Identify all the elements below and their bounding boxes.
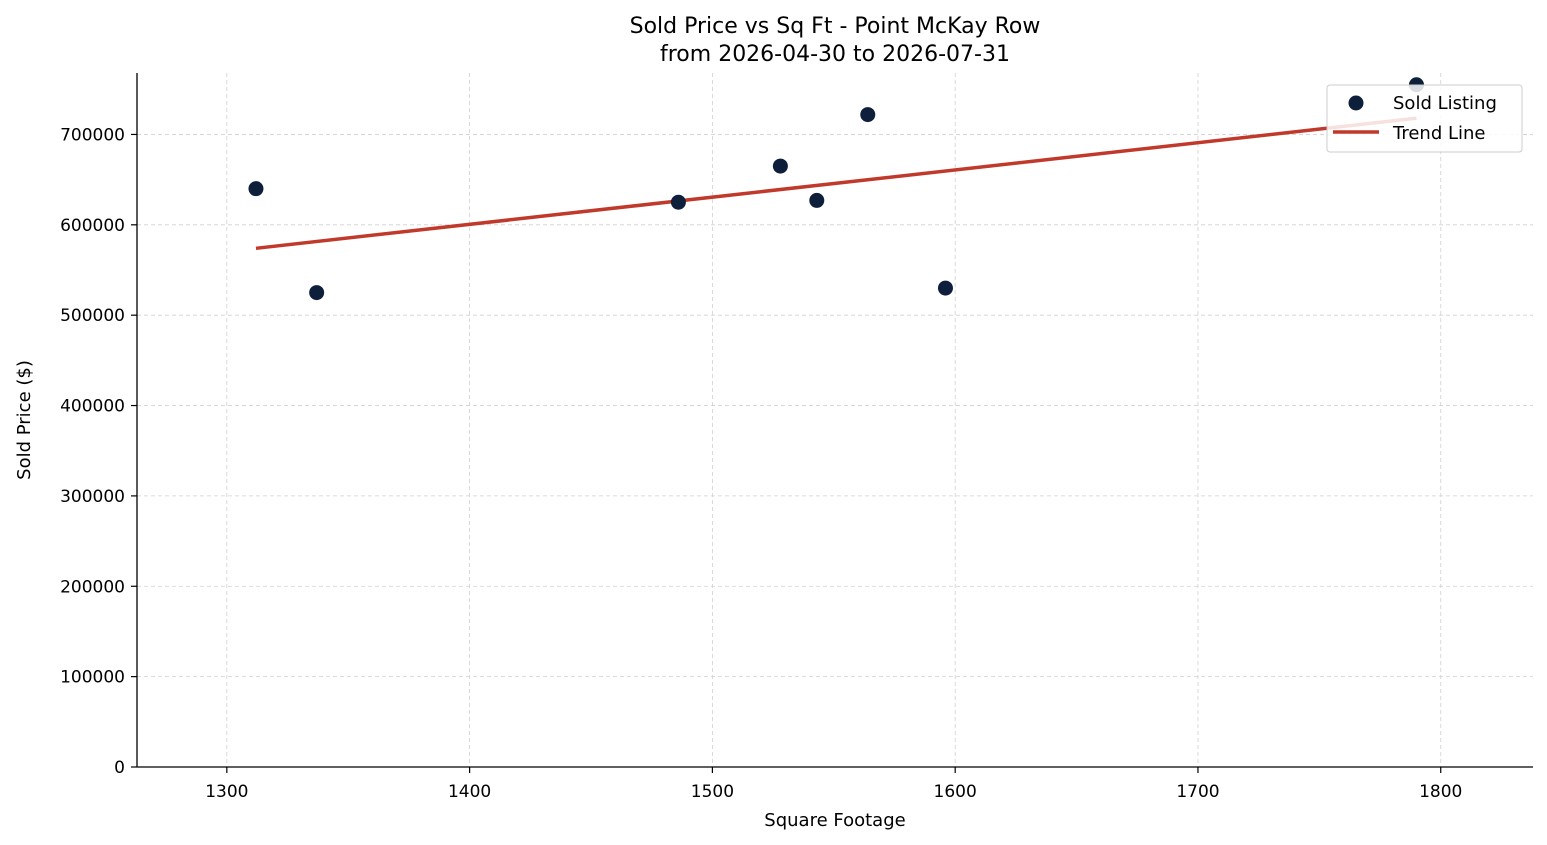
y-tick-label: 700000 (60, 125, 125, 145)
data-point (809, 192, 825, 208)
series-layer (248, 77, 1424, 301)
data-point (772, 158, 788, 174)
y-tick-label: 200000 (60, 577, 125, 597)
x-tick-label: 1400 (448, 782, 491, 802)
y-tick-label: 100000 (60, 668, 125, 688)
legend-marker-sold-listing (1348, 95, 1364, 111)
legend-box (1326, 84, 1523, 153)
grid (137, 73, 1533, 767)
x-tick-label: 1300 (205, 782, 248, 802)
y-tick-label: 500000 (60, 306, 125, 326)
x-tick-label: 1500 (691, 782, 734, 802)
data-point (248, 181, 264, 197)
trend-line (255, 116, 1417, 251)
y-tick-label: 400000 (60, 397, 125, 417)
data-point (860, 107, 876, 123)
x-tick-label: 1700 (1176, 782, 1219, 802)
y-tick-label: 600000 (60, 216, 125, 236)
ticks: 1300 1400 1500 1600 1700 1800 0 100000 200000 300… (60, 125, 1462, 802)
chart-title: Sold Price vs Sq Ft - Point McKay Row (630, 14, 1041, 39)
x-tick-label: 1600 (934, 782, 977, 802)
data-point (937, 280, 953, 296)
chart-subtitle: from 2026-04-30 to 2026-07-31 (660, 42, 1010, 67)
x-tick-label: 1800 (1419, 782, 1462, 802)
axes (136, 73, 1533, 768)
legend-label-trend-line: Trend Line (1392, 123, 1486, 144)
legend: Sold Listing Trend Line (1326, 84, 1523, 153)
y-tick-label: 300000 (60, 487, 125, 507)
x-axis-label: Square Footage (764, 810, 905, 831)
data-point (670, 194, 686, 210)
data-point (309, 285, 325, 301)
legend-label-sold-listing: Sold Listing (1393, 93, 1497, 114)
y-axis-label: Sold Price ($) (14, 360, 35, 480)
y-tick-label: 0 (114, 758, 125, 778)
